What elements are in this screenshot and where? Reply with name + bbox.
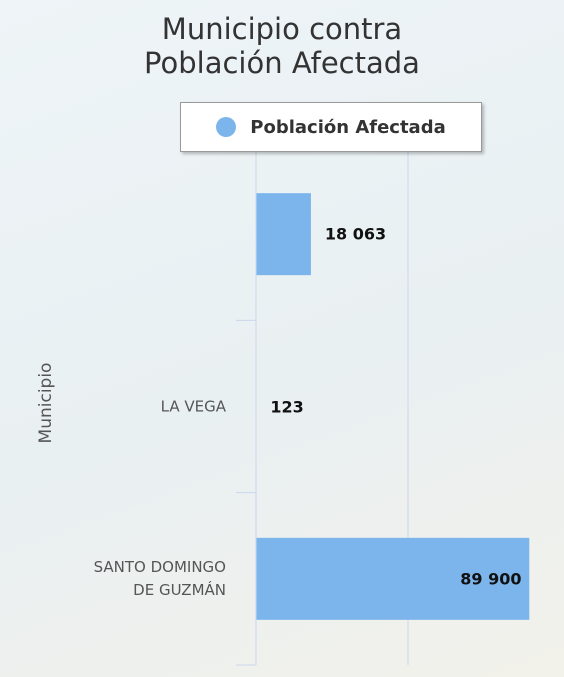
data-label: 123 bbox=[270, 397, 304, 416]
y-axis-label: Municipio bbox=[36, 362, 56, 444]
bar bbox=[256, 193, 311, 276]
y-tick-label: SANTO DOMINGO DE GUZMÁN bbox=[93, 557, 226, 599]
y-tick-label: LA VEGA bbox=[160, 397, 226, 415]
chart-title: Municipio contra Población Afectada bbox=[144, 12, 420, 80]
bar bbox=[256, 537, 530, 620]
data-label: 89 900 bbox=[460, 569, 522, 589]
legend[interactable]: Población Afectada bbox=[180, 102, 482, 152]
data-label: 18 063 bbox=[324, 224, 387, 244]
legend-label: Población Afectada bbox=[250, 116, 446, 138]
legend-swatch bbox=[216, 117, 237, 137]
